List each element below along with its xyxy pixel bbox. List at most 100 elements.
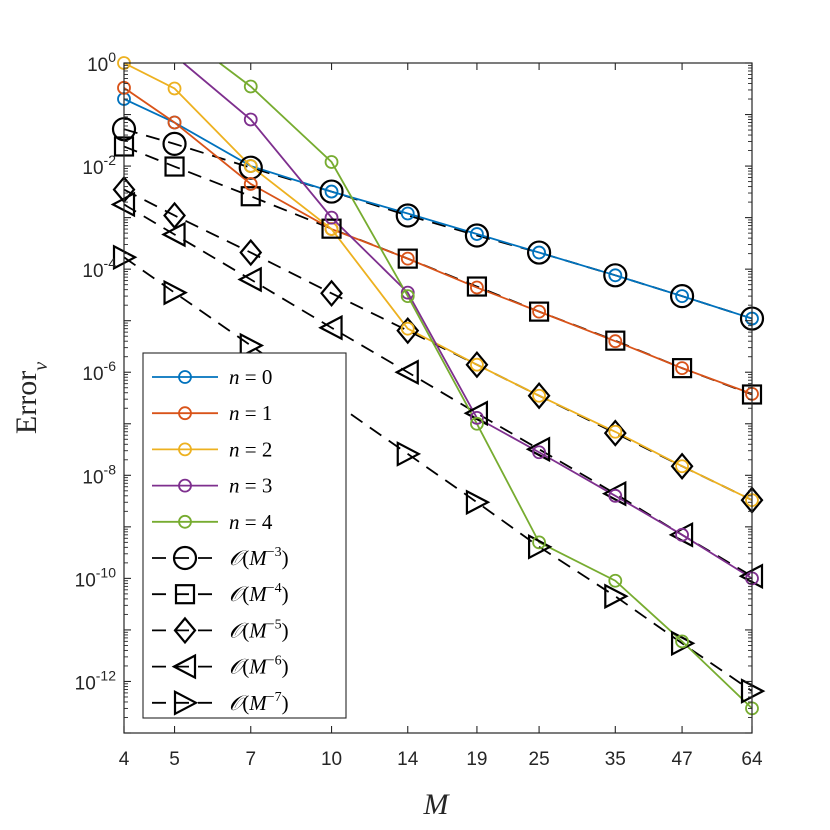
y-axis-title: Errorν — [10, 362, 52, 434]
data-point-s5-6 — [526, 240, 552, 265]
data-point-s8-3 — [318, 314, 343, 341]
y-axis-title-group: Errorν — [10, 362, 52, 434]
legend: n = 0 n = 1 n = 2 n = 3 n = 4 𝒪(M−3) 𝒪(M−4) 𝒪(M… — [142, 352, 347, 719]
data-point-s5-4 — [395, 203, 420, 228]
legend-marker-6 — [174, 584, 196, 605]
data-point-s2-5 — [470, 357, 484, 372]
data-point-s3-2 — [324, 210, 339, 225]
x-tick-label-9: 64 — [741, 749, 763, 770]
data-point-s1-4 — [400, 251, 415, 266]
data-point-s0-8 — [675, 289, 689, 304]
data-point-s2-4 — [400, 321, 415, 336]
data-point-s2-2 — [243, 159, 258, 173]
data-point-s4-3 — [400, 289, 415, 304]
data-point-s8-5 — [463, 400, 489, 427]
data-point-s4-4 — [470, 416, 484, 431]
x-tick-label-4: 14 — [397, 749, 419, 770]
data-point-s0-7 — [608, 268, 623, 283]
data-point-s7-5 — [465, 350, 489, 379]
data-point-s3-6 — [608, 488, 623, 503]
data-point-s3-4 — [470, 410, 484, 425]
legend-marker-1 — [178, 406, 192, 421]
data-point-s3-1 — [243, 112, 258, 127]
y-tick-label-4: 10-8 — [82, 461, 116, 488]
data-point-s5-7 — [603, 263, 628, 288]
data-point-s3-3 — [400, 285, 415, 300]
data-point-s7-6 — [527, 382, 551, 410]
data-point-s8-7 — [601, 480, 627, 507]
legend-marker-5 — [172, 545, 198, 571]
data-point-s1-8 — [675, 361, 689, 376]
legend-marker-3 — [178, 478, 192, 493]
legend-marker-8 — [171, 653, 197, 680]
data-point-s8-6 — [525, 436, 551, 463]
data-point-s2-7 — [608, 424, 623, 439]
data-point-s4-6 — [608, 573, 623, 588]
data-point-s7-7 — [603, 419, 627, 447]
legend-label-9: 𝒪(M−7) — [229, 690, 289, 715]
data-point-s3-5 — [532, 445, 546, 460]
y-tick-label-3: 10-6 — [82, 358, 116, 385]
data-point-s6-1 — [164, 156, 185, 177]
legend-marker-0 — [178, 370, 192, 384]
series-line-2 — [124, 63, 752, 501]
data-point-s6-6 — [528, 301, 550, 322]
data-point-s7-2 — [239, 238, 263, 267]
legend-label-4: n = 4 — [229, 510, 273, 534]
data-point-s5-8 — [669, 284, 695, 309]
y-tick-label-6: 10-12 — [75, 667, 117, 694]
y-tick-label-1: 10-2 — [82, 152, 116, 179]
legend-label-5: 𝒪(M−3) — [229, 545, 289, 570]
y-tick-label-2: 10-4 — [82, 255, 116, 282]
x-axis-title: M — [423, 788, 451, 821]
data-point-s2-8 — [675, 459, 689, 474]
data-point-s7-4 — [396, 316, 420, 345]
data-point-s6-4 — [397, 248, 418, 269]
x-tick-label-6: 25 — [529, 749, 550, 770]
data-point-s9-8 — [670, 630, 696, 657]
data-point-s9-2 — [239, 332, 265, 359]
x-tick-label-5: 19 — [466, 749, 487, 770]
data-point-s6-8 — [671, 358, 693, 379]
data-point-s1-1 — [167, 115, 182, 130]
legend-label-6: 𝒪(M−4) — [229, 581, 289, 606]
data-point-s1-7 — [608, 334, 623, 349]
x-tick-label-0: 4 — [119, 749, 130, 770]
x-tick-label-7: 35 — [605, 749, 626, 770]
data-point-s5-5 — [464, 223, 490, 248]
data-point-s5-1 — [162, 131, 187, 156]
series-line-5 — [124, 128, 752, 320]
legend-marker-4 — [178, 514, 192, 529]
data-point-s9-6 — [527, 533, 553, 560]
data-point-s4-5 — [532, 535, 546, 550]
legend-marker-7 — [173, 616, 197, 645]
data-point-s6-2 — [240, 186, 261, 207]
legend-label-1: n = 1 — [229, 401, 272, 425]
data-point-s5-3 — [319, 179, 344, 204]
series-line-8 — [124, 203, 752, 578]
series-line-0 — [124, 98, 752, 320]
data-point-s8-1 — [161, 221, 186, 248]
data-point-s7-1 — [163, 201, 186, 230]
data-point-s9-7 — [604, 583, 629, 610]
data-point-s2-1 — [167, 81, 182, 96]
data-point-s1-6 — [532, 304, 546, 319]
data-point-s0-6 — [532, 245, 546, 260]
data-point-s6-5 — [466, 276, 488, 297]
data-point-s2-6 — [532, 388, 546, 403]
axes-group: 4 5 7 10 14 19 25 35 47 64 100 10-2 10-4 10-6 10-8 10-1… — [75, 49, 763, 770]
y-tick-label-0: 100 — [87, 49, 116, 76]
y-tick-label-5: 10-10 — [75, 564, 117, 591]
legend-marker-2 — [178, 442, 192, 457]
x-tick-label-1: 5 — [169, 749, 180, 770]
data-point-s6-3 — [321, 218, 342, 239]
data-point-s0-4 — [400, 206, 415, 221]
x-tick-label-8: 47 — [672, 749, 693, 770]
legend-marker-9 — [173, 689, 199, 716]
data-point-s1-2 — [243, 177, 258, 191]
x-tick-label-2: 7 — [245, 749, 256, 770]
data-point-s3-7 — [675, 527, 689, 542]
legend-label-3: n = 3 — [229, 474, 272, 498]
data-point-s4-7 — [675, 634, 689, 649]
legend-label-7: 𝒪(M−5) — [229, 617, 289, 642]
